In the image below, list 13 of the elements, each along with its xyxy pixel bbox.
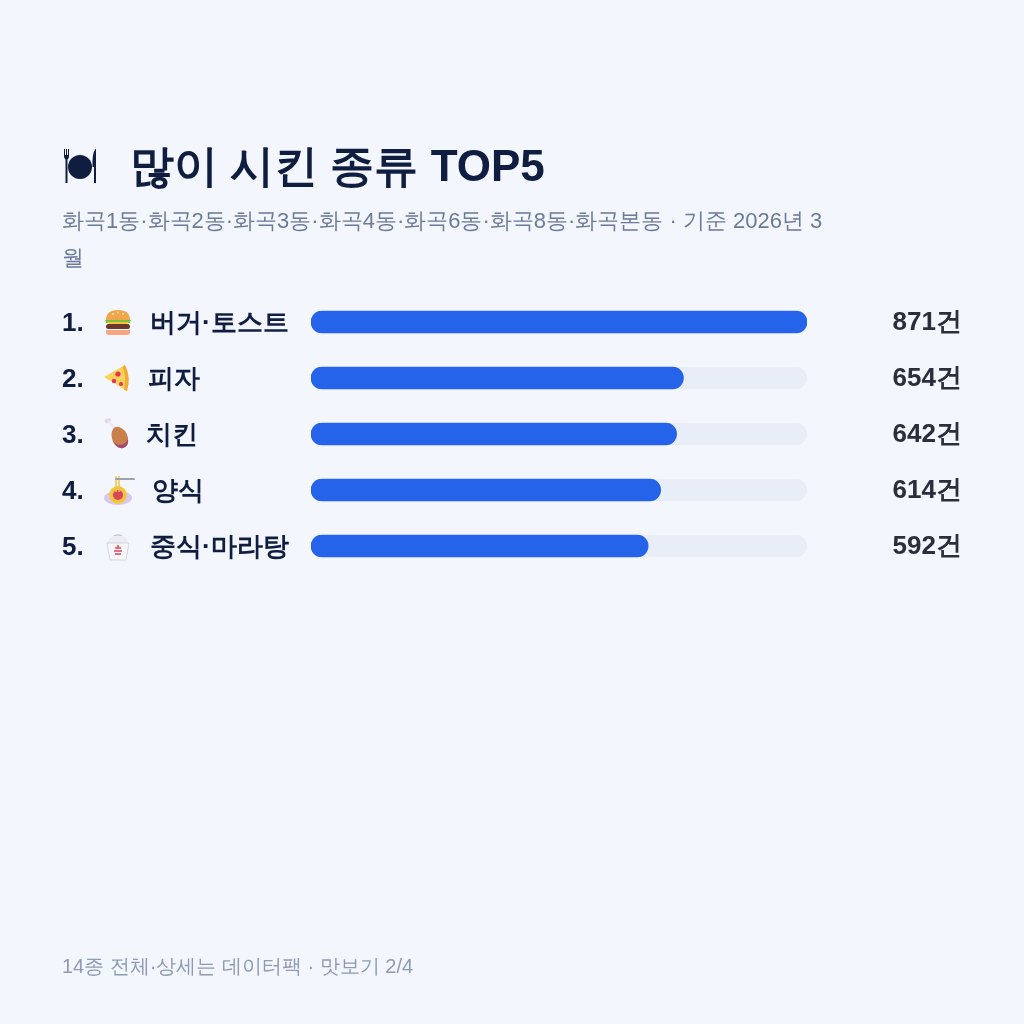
text: 14종 전체·상세는 데이터팩 · 맛보기 2/4 <box>62 954 414 979</box>
category-label: 1. 버거·토스트 <box>62 306 289 337</box>
data-label: 614건 <box>892 474 962 505</box>
category-label: 4. 양식 <box>62 474 204 505</box>
category-label: 2. 피자 <box>62 362 200 393</box>
data-label: 871건 <box>892 306 962 337</box>
data-label: 592건 <box>892 530 962 561</box>
chart-title: 많이 시킨 종류 TOP5 <box>130 140 545 192</box>
chart-subtitle: 화곡1동·화곡2동·화곡3동·화곡4동·화곡6동·화곡8동·화곡본동 · 기준 2026년 3월 <box>62 207 824 272</box>
data-label: 642건 <box>892 418 962 449</box>
category-label: 5. 중식·마라탕 <box>62 530 289 561</box>
data-label: 654건 <box>892 362 962 393</box>
category-label: 3. 치킨 <box>62 418 198 449</box>
